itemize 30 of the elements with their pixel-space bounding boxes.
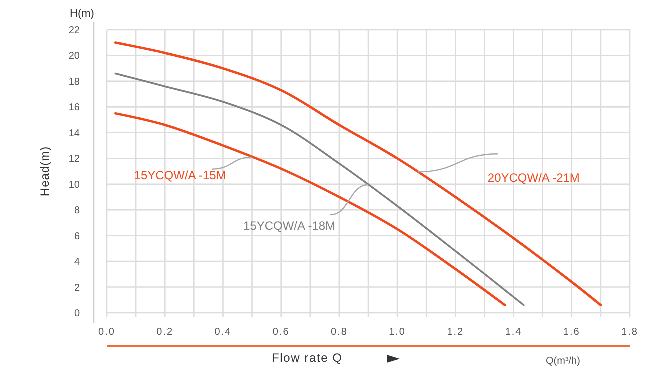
y-tick-label: 2 [74,282,80,294]
text: 15YCQW/A -18M [244,219,336,234]
y-tick-label: 6 [74,231,80,242]
y-axis-title: Head(m) [38,146,52,197]
text: H(m) [70,8,94,20]
y-tick-label: 14 [68,128,80,140]
y-tick-label: 0 [74,308,80,320]
x-tick-label: 0.4 [214,327,232,338]
x-tick-label: 1.0 [389,327,406,338]
y-tick-label: 8 [74,206,80,217]
y-tick-label: 22 [68,26,80,36]
y-tick-label: 18 [68,76,80,88]
series-label: 15YCQW/A -15M [134,168,226,182]
x-tick-label: 0.0 [98,327,116,338]
x-tick-label: 0.8 [330,327,348,338]
text: 20YCQW/A -21M [488,171,580,186]
x-tick-label: 1.6 [563,327,580,338]
y-tick-label: 16 [68,102,80,114]
y-tick-label: 12 [68,154,80,166]
line-series [114,42,602,306]
x-tick-label: 0.2 [156,327,174,338]
y-tick-label: 4 [74,257,80,268]
x-tick-label: 1.2 [447,327,464,338]
x-tick-label: 0.6 [272,327,290,338]
x-tick-label: 1.8 [622,327,638,338]
y-tick-label: 20 [68,51,80,62]
text: Q(m³/h) [546,356,580,367]
x-axis-title: Flow rate Q [272,351,343,365]
x-tick-label: 1.4 [505,327,522,338]
y-tick-label: 10 [68,180,80,191]
